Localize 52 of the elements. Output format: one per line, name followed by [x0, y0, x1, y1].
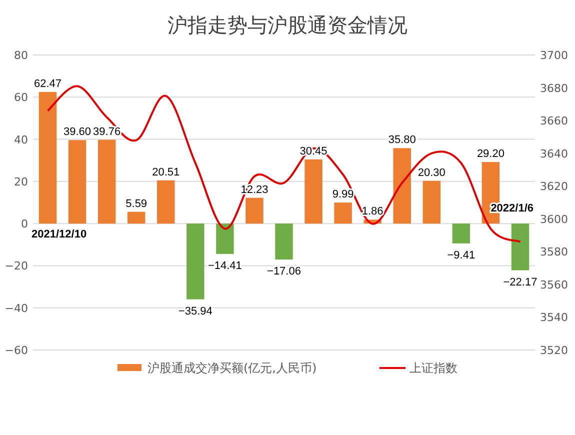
y2-tick-label: 3600: [540, 212, 568, 226]
data-label: 39.60: [64, 126, 92, 138]
data-label: 5.59: [126, 198, 148, 210]
data-label: 35.80: [388, 134, 416, 146]
data-label: −35.94: [178, 305, 212, 318]
bar: [157, 180, 175, 224]
bar: [275, 224, 293, 260]
y-tick-label: −40: [4, 302, 28, 315]
bar: [127, 212, 146, 224]
data-label: 20.30: [418, 166, 446, 179]
chart-title: 沪指走势与沪股通资金情况: [168, 13, 408, 37]
y2-tick-label: 3540: [540, 311, 568, 324]
bar: [68, 140, 86, 224]
data-label: 62.47: [34, 78, 62, 90]
y-tick-label: 60: [14, 91, 28, 104]
y2-tick-label: 3560: [540, 278, 568, 292]
y-tick-label: −20: [4, 260, 28, 273]
bar: [216, 224, 234, 254]
y2-tick-label: 3680: [540, 82, 568, 95]
data-label: −9.41: [447, 249, 476, 262]
y2-tick-label: 3620: [540, 180, 568, 194]
bar: [511, 224, 530, 270]
y-tick-label: 20: [14, 175, 28, 188]
bar: [246, 198, 264, 224]
data-label: 1.86: [362, 206, 384, 218]
bar: [186, 224, 204, 300]
y2-tick-label: 3640: [540, 147, 568, 160]
y-tick-label: −60: [4, 344, 28, 357]
y-tick-label: 80: [14, 49, 28, 62]
y2-tick-label: 3660: [540, 114, 568, 128]
data-label: −22.17: [503, 276, 538, 288]
bar: [393, 148, 411, 224]
y-tick-label: 0: [21, 218, 28, 231]
y2-tick-label: 3520: [540, 344, 568, 357]
annotation: 2021/12/10: [32, 228, 87, 241]
data-label: 9.99: [332, 188, 354, 201]
data-label: 39.76: [93, 126, 121, 138]
legend-label: 沪股通成交净买额(亿元,人民币): [148, 361, 317, 375]
bar: [334, 202, 352, 224]
y2-tick-label: 3580: [540, 246, 568, 259]
bar: [98, 140, 116, 224]
bar: [304, 159, 322, 224]
y-tick-label: 40: [14, 133, 28, 146]
data-label: −17.06: [267, 266, 301, 278]
data-label: 20.51: [152, 166, 180, 178]
data-label: −14.41: [208, 260, 242, 272]
legend-label: 上证指数: [410, 361, 458, 375]
bar: [452, 224, 470, 244]
y2-tick-label: 3700: [540, 49, 568, 62]
bar: [422, 180, 441, 224]
data-label: 29.20: [476, 148, 504, 160]
bar: [38, 92, 57, 224]
